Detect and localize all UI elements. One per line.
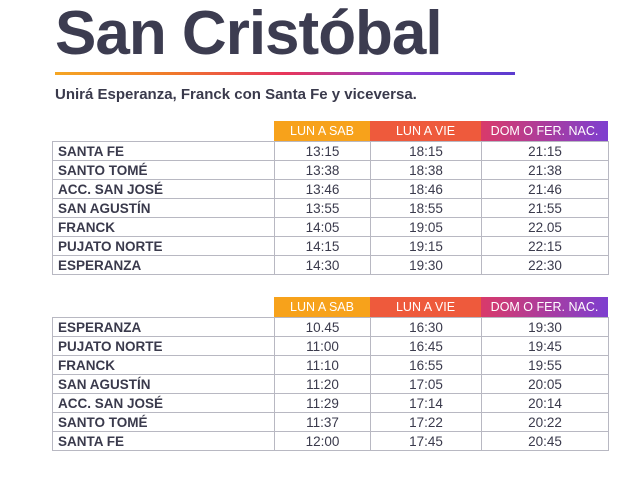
table-row: SAN AGUSTÍN 13:55 18:55 21:55 — [52, 198, 609, 218]
stop-name: ACC. SAN JOSÉ — [52, 179, 275, 199]
header-lun-a-vie: LUN A VIE — [370, 297, 481, 317]
time-lun-a-vie: 18:55 — [370, 198, 482, 218]
time-lun-a-sab: 13:55 — [274, 198, 371, 218]
time-lun-a-sab: 11:29 — [274, 393, 371, 413]
time-dom: 20:45 — [481, 431, 609, 451]
time-lun-a-sab: 14:05 — [274, 217, 371, 237]
time-lun-a-vie: 16:55 — [370, 355, 482, 375]
time-dom: 21:46 — [481, 179, 609, 199]
time-lun-a-sab: 12:00 — [274, 431, 371, 451]
schedule-table: SANTA FE 13:15 18:15 21:15 SANTO TOMÉ 13… — [52, 141, 609, 275]
stop-name: PUJATO NORTE — [52, 236, 275, 256]
time-lun-a-sab: 11:37 — [274, 412, 371, 432]
table-row: FRANCK 11:10 16:55 19:55 — [52, 355, 609, 375]
page-title: San Cristóbal — [55, 0, 443, 68]
table-row: PUJATO NORTE 11:00 16:45 19:45 — [52, 336, 609, 356]
header-lun-a-sab: LUN A SAB — [274, 121, 370, 141]
time-lun-a-sab: 11:20 — [274, 374, 371, 394]
stop-name: SANTO TOMÉ — [52, 160, 275, 180]
table-row: ESPERANZA 10.45 16:30 19:30 — [52, 317, 609, 337]
table-row: ESPERANZA 14:30 19:30 22:30 — [52, 255, 609, 275]
time-dom: 20:05 — [481, 374, 609, 394]
time-lun-a-sab: 13:38 — [274, 160, 371, 180]
table-row: SANTO TOMÉ 11:37 17:22 20:22 — [52, 412, 609, 432]
time-dom: 20:14 — [481, 393, 609, 413]
table-row: SANTA FE 13:15 18:15 21:15 — [52, 141, 609, 161]
time-lun-a-vie: 18:15 — [370, 141, 482, 161]
time-lun-a-vie: 18:38 — [370, 160, 482, 180]
stop-name: PUJATO NORTE — [52, 336, 275, 356]
time-lun-a-sab: 14:30 — [274, 255, 371, 275]
time-lun-a-sab: 14:15 — [274, 236, 371, 256]
time-dom: 22:15 — [481, 236, 609, 256]
header-dom-o-fer-nac: DOM O FER. NAC. — [481, 297, 608, 317]
time-dom: 21:55 — [481, 198, 609, 218]
header-lun-a-sab: LUN A SAB — [274, 297, 370, 317]
subtitle: Unirá Esperanza, Franck con Santa Fe y v… — [55, 86, 417, 103]
time-lun-a-vie: 17:45 — [370, 431, 482, 451]
schedule-table-esperanza-santa-fe: LUN A SAB LUN A VIE DOM O FER. NAC. ESPE… — [52, 297, 609, 451]
time-dom: 19:45 — [481, 336, 609, 356]
time-dom: 20:22 — [481, 412, 609, 432]
time-dom: 22:30 — [481, 255, 609, 275]
time-lun-a-sab: 11:10 — [274, 355, 371, 375]
time-dom: 21:38 — [481, 160, 609, 180]
time-lun-a-vie: 16:45 — [370, 336, 482, 356]
stop-name: SANTA FE — [52, 141, 275, 161]
header-dom-o-fer-nac: DOM O FER. NAC. — [481, 121, 608, 141]
table-row: PUJATO NORTE 14:15 19:15 22:15 — [52, 236, 609, 256]
time-dom: 19:30 — [481, 317, 609, 337]
time-lun-a-vie: 17:22 — [370, 412, 482, 432]
schedule-table-santa-fe-esperanza: LUN A SAB LUN A VIE DOM O FER. NAC. SANT… — [52, 121, 609, 275]
time-lun-a-vie: 17:14 — [370, 393, 482, 413]
table-row: SANTA FE 12:00 17:45 20:45 — [52, 431, 609, 451]
table-row: FRANCK 14:05 19:05 22.05 — [52, 217, 609, 237]
stop-name: SANTO TOMÉ — [52, 412, 275, 432]
stop-name: ACC. SAN JOSÉ — [52, 393, 275, 413]
stop-name: SANTA FE — [52, 431, 275, 451]
time-lun-a-vie: 19:15 — [370, 236, 482, 256]
time-lun-a-sab: 13:46 — [274, 179, 371, 199]
stop-name: FRANCK — [52, 217, 275, 237]
header-lun-a-vie: LUN A VIE — [370, 121, 481, 141]
stop-name: SAN AGUSTÍN — [52, 198, 275, 218]
time-lun-a-sab: 13:15 — [274, 141, 371, 161]
stop-name: SAN AGUSTÍN — [52, 374, 275, 394]
table-row: SAN AGUSTÍN 11:20 17:05 20:05 — [52, 374, 609, 394]
time-dom: 19:55 — [481, 355, 609, 375]
time-lun-a-vie: 19:05 — [370, 217, 482, 237]
stop-name: ESPERANZA — [52, 317, 275, 337]
schedule-table: ESPERANZA 10.45 16:30 19:30 PUJATO NORTE… — [52, 317, 609, 451]
table-row: SANTO TOMÉ 13:38 18:38 21:38 — [52, 160, 609, 180]
time-lun-a-vie: 17:05 — [370, 374, 482, 394]
time-lun-a-vie: 18:46 — [370, 179, 482, 199]
stop-name: ESPERANZA — [52, 255, 275, 275]
title-underline — [55, 72, 515, 75]
time-lun-a-vie: 16:30 — [370, 317, 482, 337]
time-lun-a-sab: 11:00 — [274, 336, 371, 356]
table-row: ACC. SAN JOSÉ 13:46 18:46 21:46 — [52, 179, 609, 199]
stop-name: FRANCK — [52, 355, 275, 375]
schedule-header-row: LUN A SAB LUN A VIE DOM O FER. NAC. — [274, 297, 608, 317]
time-lun-a-sab: 10.45 — [274, 317, 371, 337]
table-row: ACC. SAN JOSÉ 11:29 17:14 20:14 — [52, 393, 609, 413]
time-dom: 22.05 — [481, 217, 609, 237]
schedule-header-row: LUN A SAB LUN A VIE DOM O FER. NAC. — [274, 121, 608, 141]
time-lun-a-vie: 19:30 — [370, 255, 482, 275]
time-dom: 21:15 — [481, 141, 609, 161]
